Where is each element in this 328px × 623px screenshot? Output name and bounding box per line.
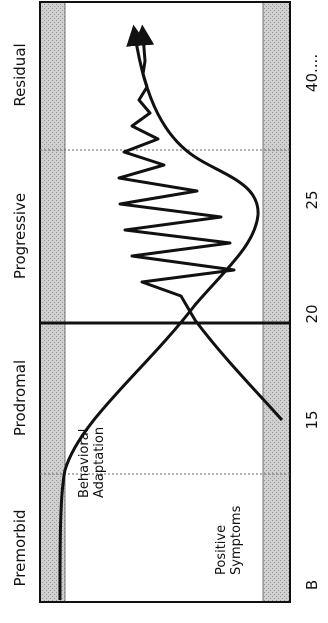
tick-15: 15 — [303, 410, 321, 429]
symptoms-label-line1: Positive — [214, 525, 229, 575]
symptoms-label-line2: Symptoms — [229, 505, 244, 575]
right-shaded-band — [263, 3, 289, 601]
plot-frame — [39, 1, 291, 603]
tick-20: 20 — [303, 304, 321, 323]
tick-b: B — [303, 580, 321, 590]
stage-label-progressive: Progressive — [11, 193, 29, 279]
stage-label-residual: Residual — [11, 43, 29, 106]
adaptation-label-line1: Behavioral — [77, 429, 92, 498]
stage-label-premorbid: Premorbid — [11, 509, 29, 586]
stage-label-prodromal: Prodromal — [11, 360, 29, 436]
tick-40: 40.... — [303, 54, 321, 92]
tick-25: 25 — [303, 190, 321, 209]
behavioral-adaptation-curve — [58, 24, 260, 601]
adaptation-label-line2: Adaptation — [92, 427, 107, 498]
positive-symptoms-curve — [117, 24, 284, 421]
